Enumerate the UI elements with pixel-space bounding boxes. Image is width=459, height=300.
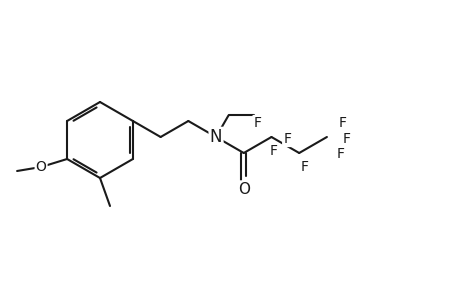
Text: F: F bbox=[283, 132, 291, 146]
Text: F: F bbox=[300, 160, 308, 174]
Text: O: O bbox=[36, 160, 46, 174]
Text: F: F bbox=[253, 116, 261, 130]
Text: F: F bbox=[338, 116, 346, 130]
Text: O: O bbox=[237, 182, 249, 196]
Text: F: F bbox=[269, 144, 277, 158]
Text: F: F bbox=[336, 147, 344, 161]
Text: N: N bbox=[209, 128, 222, 146]
Text: F: F bbox=[342, 132, 350, 146]
